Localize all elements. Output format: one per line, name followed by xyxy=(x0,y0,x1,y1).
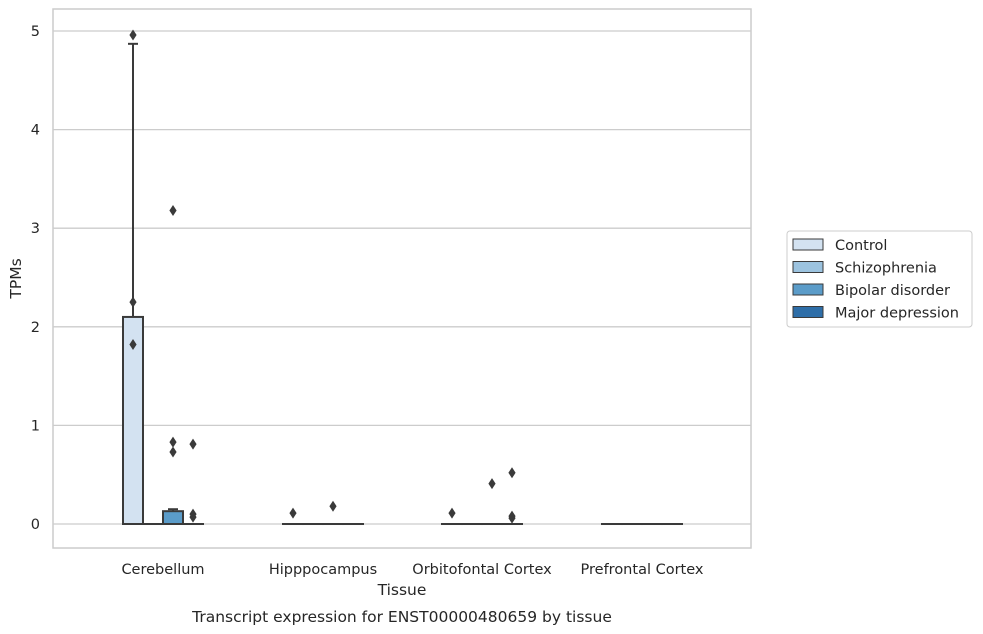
legend-swatch xyxy=(792,261,824,273)
y-tick-label: 5 xyxy=(31,24,40,40)
x-tick-label: Hipppocampus xyxy=(269,562,377,578)
box-cerebellum-control xyxy=(122,29,144,525)
legend-label: Major depression xyxy=(835,306,959,322)
legend-label: Schizophrenia xyxy=(835,261,937,277)
legend-frame xyxy=(786,230,973,328)
outlier-point xyxy=(488,478,496,490)
chart-caption: Transcript expression for ENST0000048065… xyxy=(191,608,612,626)
outlier-point xyxy=(169,446,177,458)
legend-swatch xyxy=(792,238,824,251)
legend-label: Bipolar disorder xyxy=(835,283,950,299)
box-series xyxy=(122,29,683,526)
box-cerebellum-major-depression xyxy=(182,438,204,526)
outlier-point xyxy=(189,511,197,523)
plot-area-frame xyxy=(52,8,752,549)
y-axis-ticks: 0 1 2 3 4 5 xyxy=(31,24,40,533)
outlier-point xyxy=(289,507,297,519)
legend-swatch xyxy=(792,306,824,318)
y-tick-label: 4 xyxy=(31,123,40,139)
y-tick-label: 0 xyxy=(31,517,40,533)
outlier-point xyxy=(189,438,197,450)
y-tick-label: 3 xyxy=(31,221,40,237)
x-tick-label: Prefrontal Cortex xyxy=(581,562,704,578)
outlier-point xyxy=(169,436,177,448)
outlier-point xyxy=(508,512,516,524)
y-axis-title: TPMs xyxy=(7,258,25,299)
box-body xyxy=(162,510,184,526)
box-hipppocampus-bipolar-disorder xyxy=(322,500,344,526)
outlier-point xyxy=(508,467,516,479)
x-axis-title: Tissue xyxy=(377,581,427,599)
y-tick-label: 2 xyxy=(31,320,40,336)
outlier-point xyxy=(169,204,177,216)
outlier-point xyxy=(129,296,137,308)
legend-label: Control xyxy=(835,238,887,254)
outlier-point xyxy=(329,500,337,512)
x-tick-label: Cerebellum xyxy=(121,562,204,578)
box-orbitofontal-cortex-control xyxy=(441,507,463,526)
y-tick-label: 1 xyxy=(31,418,40,434)
outlier-point xyxy=(448,507,456,519)
box-orbitofontal-cortex-bipolar-disorder xyxy=(481,478,503,526)
box-orbitofontal-cortex-major-depression xyxy=(501,467,523,526)
box-hipppocampus-control xyxy=(282,507,304,526)
outlier-point xyxy=(129,339,137,351)
outlier-point xyxy=(129,29,137,41)
grid-lines xyxy=(53,30,751,525)
legend: Control Schizophrenia Bipolar disorder Majo… xyxy=(786,230,973,328)
legend-swatch xyxy=(792,283,824,296)
x-axis-ticks: Cerebellum Hipppocampus Orbitofontal Corte… xyxy=(121,562,703,578)
x-tick-label: Orbitofontal Cortex xyxy=(412,562,552,578)
box-cerebellum-bipolar-disorder xyxy=(162,204,184,526)
